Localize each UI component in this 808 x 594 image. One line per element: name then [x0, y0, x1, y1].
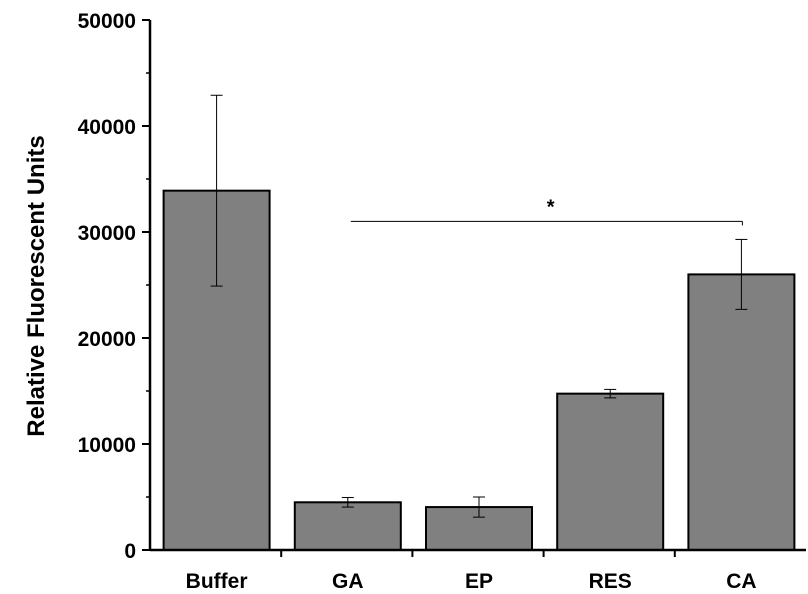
y-ticks: 0 10000 20000 30000 40000 50000 [78, 10, 150, 563]
y-tick-label: 50000 [78, 10, 136, 33]
error-bars-layer [210, 94, 748, 518]
y-tick-label: 10000 [78, 434, 136, 457]
error-bar-buffer [210, 94, 223, 287]
x-tick-label-ca: CA [726, 570, 756, 593]
y-tick-label: 30000 [78, 222, 136, 245]
error-bar-res [604, 388, 617, 399]
y-tick-label: 20000 [78, 328, 136, 351]
y-tick-label: 40000 [78, 116, 136, 139]
bar-ca [687, 273, 796, 551]
x-tick-label-ga: GA [332, 570, 364, 593]
x-tick-label-res: RES [589, 570, 632, 593]
bar-res [556, 392, 665, 551]
y-axis-title: Relative Fluorescent Units [23, 135, 50, 436]
y-tick-label: 0 [124, 540, 136, 563]
error-bar-ga [341, 497, 354, 508]
bars-layer [162, 189, 796, 552]
error-bar-ep [473, 496, 485, 518]
x-tick-label-buffer: Buffer [186, 570, 248, 593]
significance-bracket: * [350, 196, 743, 226]
error-bar-ca [735, 238, 748, 310]
bar-ga [293, 501, 402, 551]
significance-label: * [547, 196, 555, 218]
x-tick-label-ep: EP [465, 570, 493, 593]
x-ticks: Buffer GA EP RES CA [186, 550, 757, 593]
